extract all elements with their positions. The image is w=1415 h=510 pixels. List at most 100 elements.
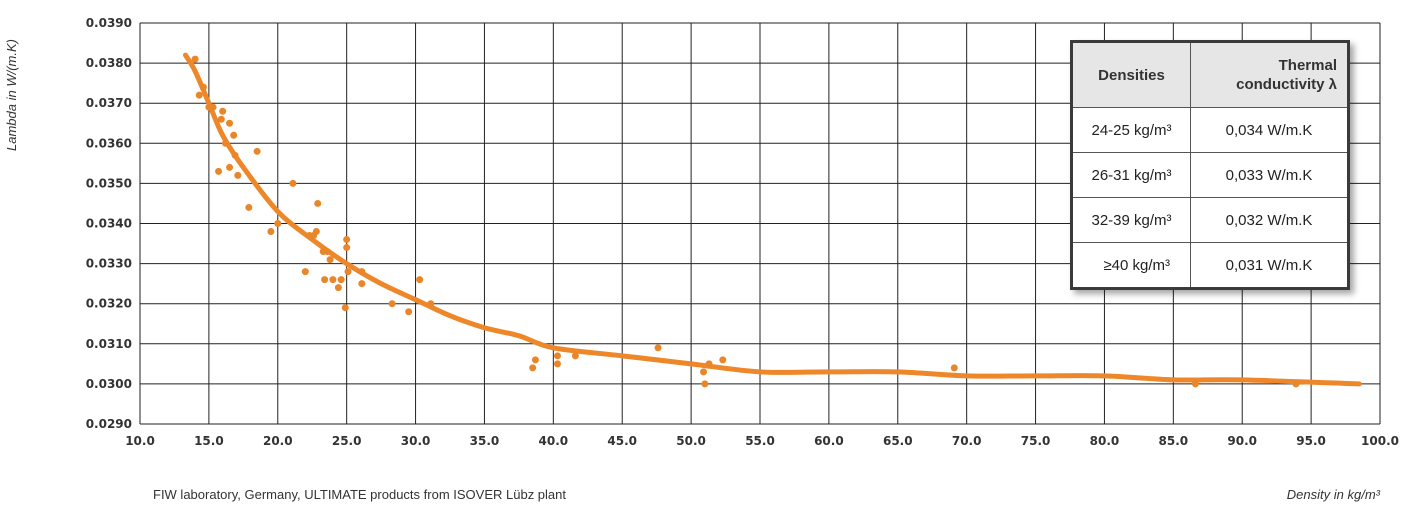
y-tick-label: 0.0350 xyxy=(86,176,132,190)
data-point xyxy=(427,300,435,308)
data-point xyxy=(719,356,727,364)
conductivity-cell: 0,034 W/m.K xyxy=(1190,107,1349,153)
data-point xyxy=(245,203,253,211)
y-tick-label: 0.0320 xyxy=(86,297,132,311)
data-point xyxy=(326,256,334,264)
source-note: FIW laboratory, Germany, ULTIMATE produc… xyxy=(153,487,566,502)
data-point xyxy=(323,248,331,256)
data-point xyxy=(267,228,275,236)
data-point xyxy=(301,268,309,276)
data-point xyxy=(221,139,229,147)
data-point xyxy=(571,352,579,360)
y-tick-label: 0.0310 xyxy=(86,337,132,351)
data-point xyxy=(231,151,239,159)
data-point xyxy=(289,179,297,187)
data-point xyxy=(234,171,242,179)
conductivity-cell: 0,032 W/m.K xyxy=(1190,197,1349,243)
data-point xyxy=(343,236,351,244)
data-point xyxy=(701,380,709,388)
x-tick-label: 30.0 xyxy=(401,434,431,448)
data-point xyxy=(334,284,342,292)
data-point xyxy=(358,280,366,288)
x-tick-label: 15.0 xyxy=(194,434,224,448)
data-point xyxy=(215,167,223,175)
table-row: 32-39 kg/m³ 0,032 W/m.K xyxy=(1070,197,1349,243)
y-tick-label: 0.0380 xyxy=(86,56,132,70)
y-tick-labels: 0.0290 0.0300 0.0310 0.0320 0.0330 0.0340 0.03… xyxy=(86,16,132,431)
data-point xyxy=(388,300,396,308)
y-tick-label: 0.0360 xyxy=(86,136,132,150)
x-tick-label: 25.0 xyxy=(332,434,362,448)
table-row: 24-25 kg/m³ 0,034 W/m.K xyxy=(1070,107,1349,153)
data-points xyxy=(191,55,1300,388)
data-point xyxy=(416,276,424,284)
trend-line xyxy=(182,52,1362,387)
data-point xyxy=(209,103,217,111)
data-point xyxy=(700,368,708,376)
data-point xyxy=(654,344,662,352)
data-point xyxy=(553,352,561,360)
data-point xyxy=(1292,380,1300,388)
x-tick-label: 100.0 xyxy=(1361,434,1399,448)
data-point xyxy=(1191,380,1199,388)
data-point xyxy=(531,356,539,364)
y-axis-label: Lambda in W/(m.K) xyxy=(4,39,19,151)
data-point xyxy=(329,276,337,284)
x-tick-label: 40.0 xyxy=(539,434,569,448)
density-cell: 24-25 kg/m³ xyxy=(1070,107,1192,153)
data-point xyxy=(950,364,958,372)
x-tick-label: 80.0 xyxy=(1090,434,1120,448)
data-point xyxy=(195,91,203,99)
trend-line-group xyxy=(182,52,1362,387)
x-tick-labels: 10.0 15.0 20.0 25.0 30.0 35.0 40.0 45.0 50.0 55.0… xyxy=(125,434,1399,448)
x-tick-label: 35.0 xyxy=(470,434,500,448)
data-point xyxy=(358,268,366,276)
table-row: ≥40 kg/m³ 0,031 W/m.K xyxy=(1070,242,1349,289)
header-line: conductivity λ xyxy=(1236,76,1337,93)
x-tick-label: 75.0 xyxy=(1021,434,1051,448)
table-row: 26-31 kg/m³ 0,033 W/m.K xyxy=(1070,152,1349,198)
table-header-thermal-conductivity: Thermal conductivity λ xyxy=(1190,41,1349,108)
data-point xyxy=(312,228,320,236)
x-tick-label: 45.0 xyxy=(607,434,637,448)
x-tick-label: 10.0 xyxy=(125,434,155,448)
density-conductivity-table: Densities Thermal conductivity λ 24-25 k… xyxy=(1070,40,1350,290)
x-tick-label: 85.0 xyxy=(1159,434,1189,448)
data-point xyxy=(405,308,413,316)
y-tick-label: 0.0330 xyxy=(86,257,132,271)
data-point xyxy=(344,268,352,276)
conductivity-cell: 0,031 W/m.K xyxy=(1190,242,1349,289)
data-point xyxy=(341,304,349,312)
density-cell: ≥40 kg/m³ xyxy=(1070,242,1192,289)
data-point xyxy=(226,163,234,171)
data-point xyxy=(253,147,261,155)
x-tick-label: 60.0 xyxy=(814,434,844,448)
data-point xyxy=(705,360,713,368)
data-point xyxy=(337,276,345,284)
data-point xyxy=(529,364,537,372)
y-tick-label: 0.0290 xyxy=(86,417,132,431)
y-tick-label: 0.0300 xyxy=(86,377,132,391)
data-point xyxy=(226,119,234,127)
data-point xyxy=(219,107,227,115)
data-point xyxy=(314,199,322,207)
data-point xyxy=(191,55,199,63)
x-tick-label: 95.0 xyxy=(1296,434,1326,448)
x-tick-label: 20.0 xyxy=(263,434,293,448)
data-point xyxy=(274,220,282,227)
x-tick-label: 65.0 xyxy=(883,434,913,448)
x-tick-label: 90.0 xyxy=(1227,434,1257,448)
y-tick-label: 0.0390 xyxy=(86,16,132,30)
density-cell: 32-39 kg/m³ xyxy=(1070,197,1192,243)
x-tick-label: 70.0 xyxy=(952,434,982,448)
y-tick-label: 0.0370 xyxy=(86,96,132,110)
data-point xyxy=(343,244,351,252)
header-line: Thermal xyxy=(1278,57,1337,74)
data-point xyxy=(230,131,238,139)
x-axis-label: Density in kg/m³ xyxy=(1287,487,1381,502)
y-tick-label: 0.0340 xyxy=(86,217,132,231)
x-tick-label: 50.0 xyxy=(676,434,706,448)
x-tick-label: 55.0 xyxy=(745,434,775,448)
data-point xyxy=(321,276,329,284)
